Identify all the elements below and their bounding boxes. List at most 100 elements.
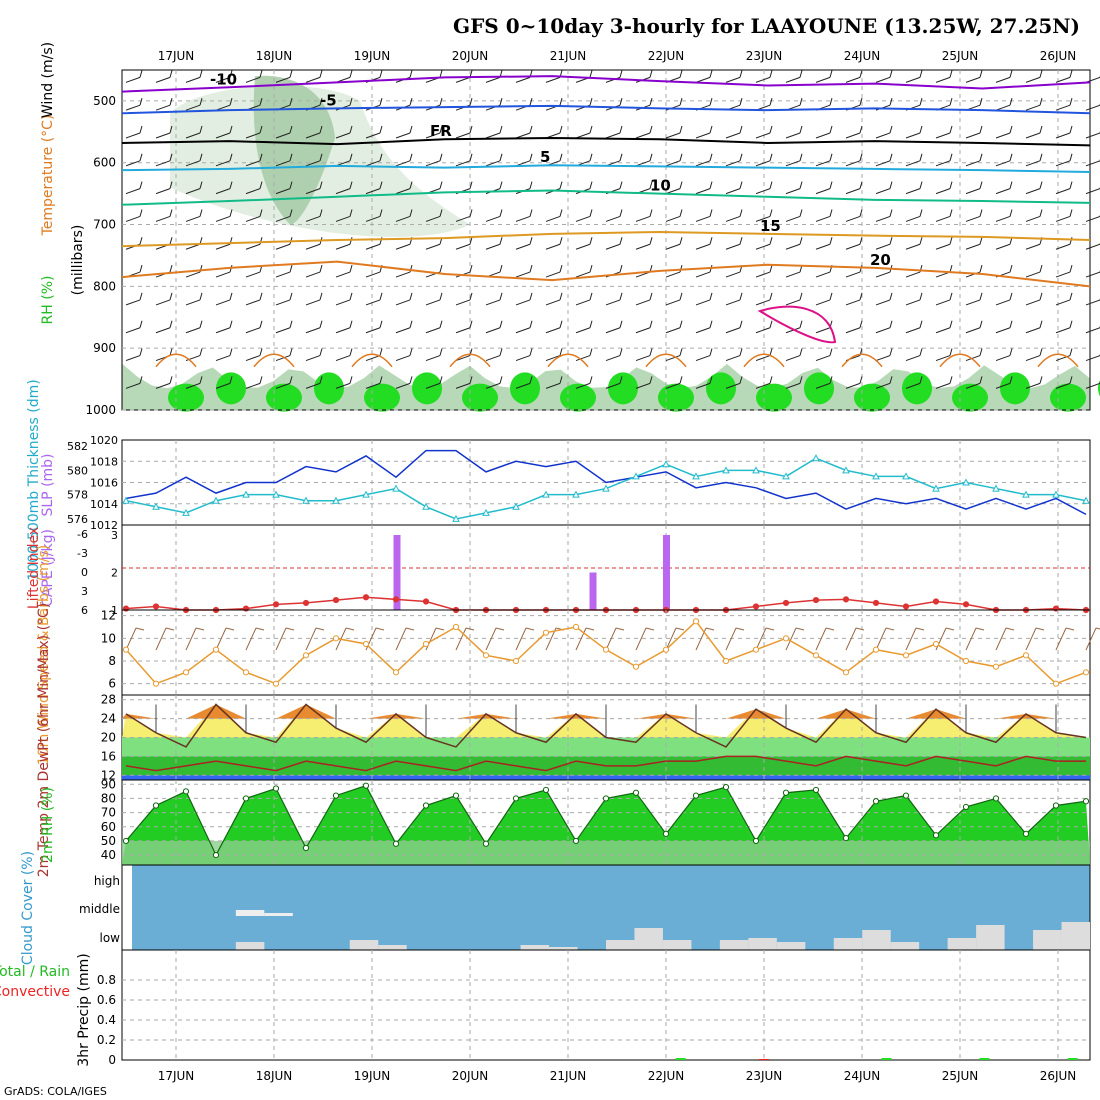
- surface-wind-barb: [485, 627, 497, 651]
- wind-barb: [815, 355, 831, 362]
- wind-barb: [365, 355, 381, 362]
- wind-barb-flag: [139, 125, 143, 134]
- wind-barb-flag: [529, 292, 533, 301]
- wind-barb-flag: [799, 70, 803, 78]
- lifted-index-axis-label: Lifted Index: [26, 527, 42, 609]
- wind-barb: [965, 327, 981, 334]
- thickness-line-point: [1052, 490, 1060, 498]
- wind-barb: [305, 76, 321, 83]
- wind-barb: [965, 160, 981, 167]
- wind-barb: [785, 355, 801, 362]
- wind-barb: [815, 271, 831, 278]
- wind-barb: [935, 188, 951, 195]
- wind-barb-flag: [289, 348, 293, 356]
- wind-barb: [755, 271, 771, 278]
- wind-barb-flag: [349, 209, 353, 217]
- rh-point: [512, 795, 520, 802]
- chart-marks: 5006007008009001000-10-5FR51015201012101…: [67, 69, 1100, 1067]
- wind-barb-flag: [499, 125, 503, 134]
- wind-speed-line-point: [752, 646, 760, 653]
- surface-isotherm: [841, 353, 883, 368]
- wind-speed-line-point: [722, 657, 730, 665]
- wind-barb: [155, 104, 171, 111]
- wind-barb-flag: [679, 181, 683, 189]
- wind-barb: [545, 271, 561, 278]
- surface-wind-barb-flag: [195, 627, 205, 631]
- wind-barb: [935, 132, 951, 139]
- surface-wind-barb-flag: [345, 627, 355, 631]
- wind-barb: [1055, 76, 1071, 83]
- temp-tick-label: 16: [101, 749, 116, 763]
- wind-barb: [455, 132, 471, 139]
- wind-barb: [815, 299, 831, 306]
- li-tick-label: -3: [77, 547, 88, 560]
- wind-barb-flag: [979, 70, 983, 78]
- wind-barb-flag: [739, 376, 743, 384]
- wind-barb-flag: [1009, 376, 1013, 384]
- wind-barb-flag: [889, 98, 893, 106]
- wind-barb-flag: [139, 320, 143, 328]
- pressure-tick-label: 700: [93, 218, 116, 232]
- wind-barb: [125, 215, 141, 222]
- wind-barb: [935, 76, 951, 83]
- surface-wind-barb: [815, 627, 827, 651]
- wind-barb-flag: [829, 209, 833, 217]
- slp-tick-label: 1014: [90, 498, 118, 511]
- wind-barb-flag: [379, 348, 383, 356]
- wind-barb-flag: [589, 237, 593, 245]
- surface-wind-barb: [125, 627, 137, 651]
- wind-barb: [815, 160, 831, 167]
- day-label: 17JUN: [158, 1069, 195, 1083]
- wind-barb-flag: [439, 181, 443, 189]
- wind-barb: [395, 299, 411, 306]
- rh-point: [632, 789, 640, 796]
- rh-tick-label: 80: [101, 791, 116, 805]
- wind-barb: [695, 132, 711, 139]
- isotherm-label: -5: [320, 91, 337, 109]
- temp-fill-orange: [122, 704, 1090, 719]
- wind-barb: [635, 215, 651, 222]
- wind-barb-flag: [259, 70, 263, 78]
- rh-point: [992, 795, 1000, 802]
- wind-barb-flag: [799, 237, 803, 245]
- wind-barb-flag: [349, 348, 353, 356]
- wind-barb: [725, 76, 741, 83]
- wind-barb-flag: [889, 70, 893, 78]
- wind-barb: [875, 215, 891, 222]
- wind-barb-flag: [949, 237, 953, 245]
- rh-green-blob: [560, 383, 596, 412]
- wind-barb-flag: [559, 125, 563, 134]
- wind-barb: [155, 132, 171, 139]
- lifted-index-line-point: [752, 603, 760, 610]
- wind-barb-flag: [259, 292, 263, 301]
- wind-barb-flag: [679, 348, 683, 356]
- wind-barb-flag: [799, 320, 803, 328]
- wind-barb: [905, 382, 921, 389]
- wind-speed-line-point: [122, 646, 130, 653]
- day-label: 26JUN: [1040, 49, 1077, 63]
- wind-barb: [665, 382, 681, 389]
- wind-barb-flag: [649, 181, 653, 189]
- temp-tick-label: 24: [101, 712, 116, 726]
- slp-line: [125, 449, 1087, 516]
- wind-barb-flag: [319, 348, 323, 356]
- wind-barb-flag: [919, 181, 923, 189]
- wind-barb-flag: [619, 292, 623, 301]
- surface-wind-barb-flag: [375, 627, 385, 631]
- wind-barb: [185, 76, 201, 83]
- wind-barb: [305, 160, 321, 167]
- wind-barb: [545, 243, 561, 250]
- wind-barb-flag: [289, 125, 293, 134]
- wind-barb: [155, 327, 171, 334]
- thickness-tick-label: 580: [67, 464, 88, 477]
- wind-barb: [485, 243, 501, 250]
- wind-barb: [185, 215, 201, 222]
- wind-barb: [845, 215, 861, 222]
- wind-barb: [485, 160, 501, 167]
- rh-tick-label: 40: [101, 848, 116, 862]
- wind-barb: [695, 327, 711, 334]
- wind-barb-flag: [679, 125, 683, 134]
- wind-barb-flag: [169, 70, 173, 78]
- wind-barb: [215, 355, 231, 362]
- wind-barb-flag: [439, 264, 443, 273]
